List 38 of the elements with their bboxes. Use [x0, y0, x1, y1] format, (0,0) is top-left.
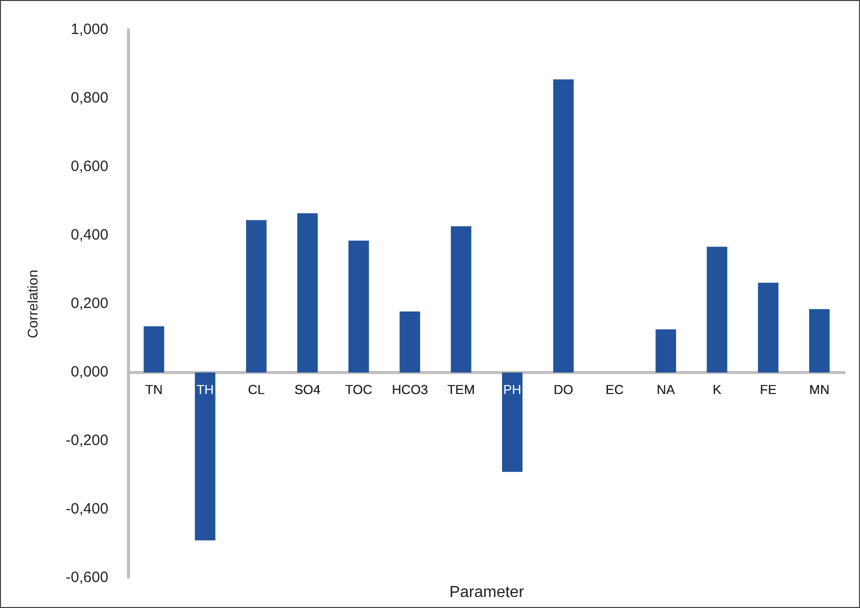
x-tick-label: PH — [503, 382, 522, 397]
y-tick-label: 0,200 — [70, 295, 108, 312]
bar — [553, 79, 574, 372]
bar — [706, 246, 728, 372]
x-tick-label: DO — [554, 382, 574, 397]
x-tick-label: TEM — [447, 382, 475, 397]
y-tick-label: 0,400 — [70, 226, 108, 244]
x-tick-label: CL — [248, 382, 265, 397]
x-tick-label: FE — [760, 382, 777, 397]
bar — [656, 329, 676, 372]
y-tick-label: 0,600 — [70, 158, 108, 176]
x-tick-label: K — [712, 382, 722, 397]
bar — [758, 282, 778, 372]
x-tick-label: MN — [809, 382, 830, 397]
y-tick-label: 0,000 — [70, 364, 108, 381]
y-tick-label: -0,200 — [66, 432, 108, 450]
y-tick-label: -0,400 — [66, 500, 108, 518]
x-tick-label: TOC — [345, 382, 372, 397]
bar — [297, 213, 318, 372]
y-axis-title: Correlation — [24, 270, 40, 338]
y-tick-label: 1,000 — [70, 21, 108, 38]
bar — [144, 326, 164, 372]
x-tick-label: EC — [606, 382, 624, 397]
bar — [809, 309, 830, 372]
x-axis-title: Parameter — [449, 584, 525, 602]
bar — [450, 226, 472, 372]
x-tick-label: TN — [145, 382, 163, 397]
y-tick-label: -0,600 — [66, 569, 108, 586]
bar — [194, 372, 216, 540]
bar — [400, 312, 420, 372]
x-tick-label: HCO3 — [392, 382, 428, 397]
x-tick-label: SO4 — [294, 382, 321, 397]
bar — [502, 372, 522, 472]
x-tick-label: TH — [196, 382, 214, 397]
x-tick-label: NA — [656, 382, 676, 397]
bar — [246, 220, 267, 372]
y-tick-label: 0,800 — [70, 90, 108, 107]
bar — [348, 240, 369, 372]
